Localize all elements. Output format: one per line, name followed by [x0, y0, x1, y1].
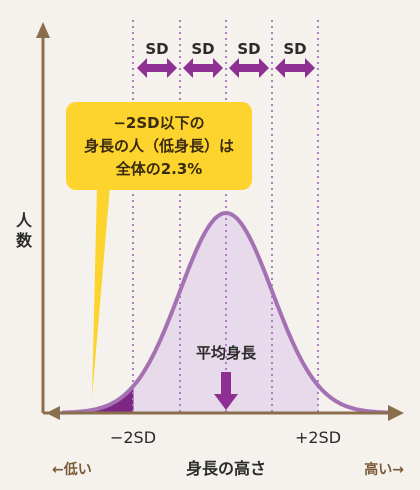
sd-label-4: SD: [283, 40, 306, 58]
sd-labels: SD SD SD SD: [145, 40, 306, 58]
double-arrow-icon: [275, 58, 315, 78]
sd-arrows: [137, 58, 315, 78]
sd-label-2: SD: [191, 40, 214, 58]
x-axis-arrowhead-left: [46, 406, 60, 420]
double-arrow-icon: [183, 58, 223, 78]
y-axis-label-char-1: 人: [16, 211, 33, 230]
down-arrow-icon: [214, 372, 238, 410]
x-axis-arrowhead-right: [388, 405, 404, 421]
sd-label-3: SD: [237, 40, 260, 58]
y-axis-label-char-2: 数: [16, 231, 33, 250]
callout-box: [66, 102, 252, 190]
mean-label: 平均身長: [196, 344, 257, 362]
callout-line-3: 全体の2.3%: [115, 159, 203, 178]
callout-line-1: −2SD以下の: [113, 113, 205, 132]
tick-minus-2sd: −2SD: [110, 428, 156, 447]
short-stature-tail: [62, 385, 134, 413]
x-axis-label: 身長の高さ: [186, 459, 266, 478]
sd-label-1: SD: [145, 40, 168, 58]
axes: [36, 22, 404, 421]
low-hint: ←低い: [52, 461, 92, 478]
tick-plus-2sd: +2SD: [295, 428, 341, 447]
double-arrow-icon: [229, 58, 269, 78]
y-axis-arrowhead: [36, 22, 50, 38]
high-hint: 高い→: [364, 461, 404, 478]
callout-pointer: [92, 186, 110, 398]
callout-text: −2SD以下の 身長の人（低身長）は 全体の2.3%: [66, 102, 252, 190]
double-arrow-icon: [137, 58, 177, 78]
bell-curve: [62, 211, 393, 415]
callout-bubble: [66, 102, 252, 398]
callout-line-2: 身長の人（低身長）は: [83, 136, 234, 155]
